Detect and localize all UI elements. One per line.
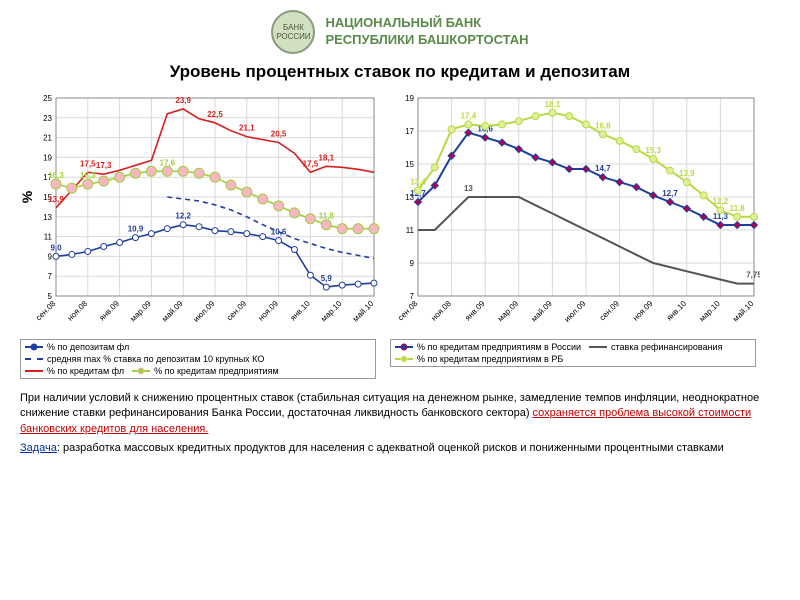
- svg-text:янв.09: янв.09: [98, 299, 122, 323]
- svg-text:17,6: 17,6: [160, 158, 176, 167]
- svg-text:ноя.09: ноя.09: [256, 299, 280, 323]
- charts-row: 5791113151719212325сен.08ноя.08янв.09мар…: [20, 92, 780, 379]
- svg-text:сен.08: сен.08: [396, 299, 420, 323]
- svg-text:мар.09: мар.09: [496, 299, 521, 324]
- svg-text:15: 15: [405, 160, 414, 169]
- footer-text: При наличии условий к снижению процентны…: [20, 391, 780, 457]
- svg-text:мар.10: мар.10: [319, 299, 344, 324]
- svg-text:ноя.09: ноя.09: [631, 299, 655, 323]
- left-legend: % по депозитам фл средняя max % ставка п…: [20, 339, 376, 379]
- svg-text:19: 19: [43, 153, 52, 162]
- bank-name: НАЦИОНАЛЬНЫЙ БАНК РЕСПУБЛИКИ БАШКОРТОСТА…: [325, 15, 528, 49]
- svg-text:17,4: 17,4: [461, 111, 477, 120]
- svg-text:23: 23: [43, 114, 52, 123]
- svg-text:ноя.08: ноя.08: [429, 299, 453, 323]
- right-chart: 791113151719сен.08ноя.08янв.09мар.09май.…: [390, 92, 760, 379]
- svg-text:21,1: 21,1: [239, 124, 255, 133]
- bank-logo-icon: БАНК РОССИИ: [271, 10, 315, 54]
- svg-text:%: %: [20, 190, 35, 203]
- svg-text:13: 13: [43, 213, 52, 222]
- svg-text:20,5: 20,5: [271, 130, 287, 139]
- svg-text:11: 11: [406, 226, 415, 235]
- svg-text:12,7: 12,7: [662, 189, 678, 198]
- svg-text:7,75: 7,75: [746, 271, 760, 280]
- svg-text:16,3: 16,3: [48, 171, 64, 180]
- svg-text:янв.09: янв.09: [463, 299, 487, 323]
- svg-text:13: 13: [464, 184, 473, 193]
- svg-text:22,5: 22,5: [207, 110, 223, 119]
- svg-text:11: 11: [44, 233, 53, 242]
- svg-text:18,1: 18,1: [319, 153, 335, 162]
- svg-text:ноя.08: ноя.08: [66, 299, 90, 323]
- svg-text:июл.09: июл.09: [192, 299, 217, 324]
- svg-text:12,2: 12,2: [175, 212, 191, 221]
- svg-text:янв.10: янв.10: [665, 299, 689, 323]
- svg-text:13,9: 13,9: [679, 169, 695, 178]
- svg-text:17,3: 17,3: [96, 161, 112, 170]
- svg-text:5,9: 5,9: [321, 274, 333, 283]
- left-chart: 5791113151719212325сен.08ноя.08янв.09мар…: [20, 92, 380, 379]
- svg-text:сен.08: сен.08: [34, 299, 58, 323]
- svg-text:9,0: 9,0: [50, 243, 62, 252]
- svg-text:12,2: 12,2: [713, 197, 729, 206]
- svg-text:17,5: 17,5: [303, 159, 319, 168]
- svg-text:15,3: 15,3: [645, 146, 661, 155]
- chart-title: Уровень процентных ставок по кредитам и …: [20, 62, 780, 82]
- svg-text:9: 9: [48, 252, 53, 261]
- svg-text:янв.10: янв.10: [288, 299, 312, 323]
- svg-text:11,8: 11,8: [730, 204, 746, 213]
- svg-text:май.10: май.10: [731, 299, 756, 324]
- svg-text:23,9: 23,9: [175, 96, 191, 105]
- svg-text:9: 9: [410, 259, 415, 268]
- svg-text:25: 25: [43, 94, 52, 103]
- header: БАНК РОССИИ НАЦИОНАЛЬНЫЙ БАНК РЕСПУБЛИКИ…: [20, 10, 780, 54]
- svg-text:10,9: 10,9: [128, 225, 144, 234]
- svg-text:мар.10: мар.10: [697, 299, 722, 324]
- svg-text:11,8: 11,8: [319, 212, 335, 221]
- right-legend: % по кредитам предприятиям в России став…: [390, 339, 756, 367]
- svg-text:май.10: май.10: [351, 299, 376, 324]
- svg-text:13,9: 13,9: [48, 195, 64, 204]
- svg-text:мар.09: мар.09: [128, 299, 153, 324]
- svg-text:17,5: 17,5: [80, 159, 96, 168]
- svg-text:17: 17: [405, 127, 414, 136]
- svg-text:июл.09: июл.09: [563, 299, 588, 324]
- svg-text:май.09: май.09: [529, 299, 554, 324]
- svg-text:21: 21: [43, 134, 52, 143]
- svg-text:16,8: 16,8: [595, 121, 611, 130]
- svg-text:7: 7: [48, 272, 53, 281]
- svg-text:май.09: май.09: [160, 299, 185, 324]
- svg-text:16,3: 16,3: [80, 171, 96, 180]
- svg-text:13,4: 13,4: [410, 177, 426, 186]
- svg-text:14,7: 14,7: [595, 164, 611, 173]
- svg-text:сен.09: сен.09: [598, 299, 622, 323]
- svg-text:сен.09: сен.09: [225, 299, 249, 323]
- svg-text:18,1: 18,1: [545, 100, 561, 109]
- svg-text:19: 19: [405, 94, 414, 103]
